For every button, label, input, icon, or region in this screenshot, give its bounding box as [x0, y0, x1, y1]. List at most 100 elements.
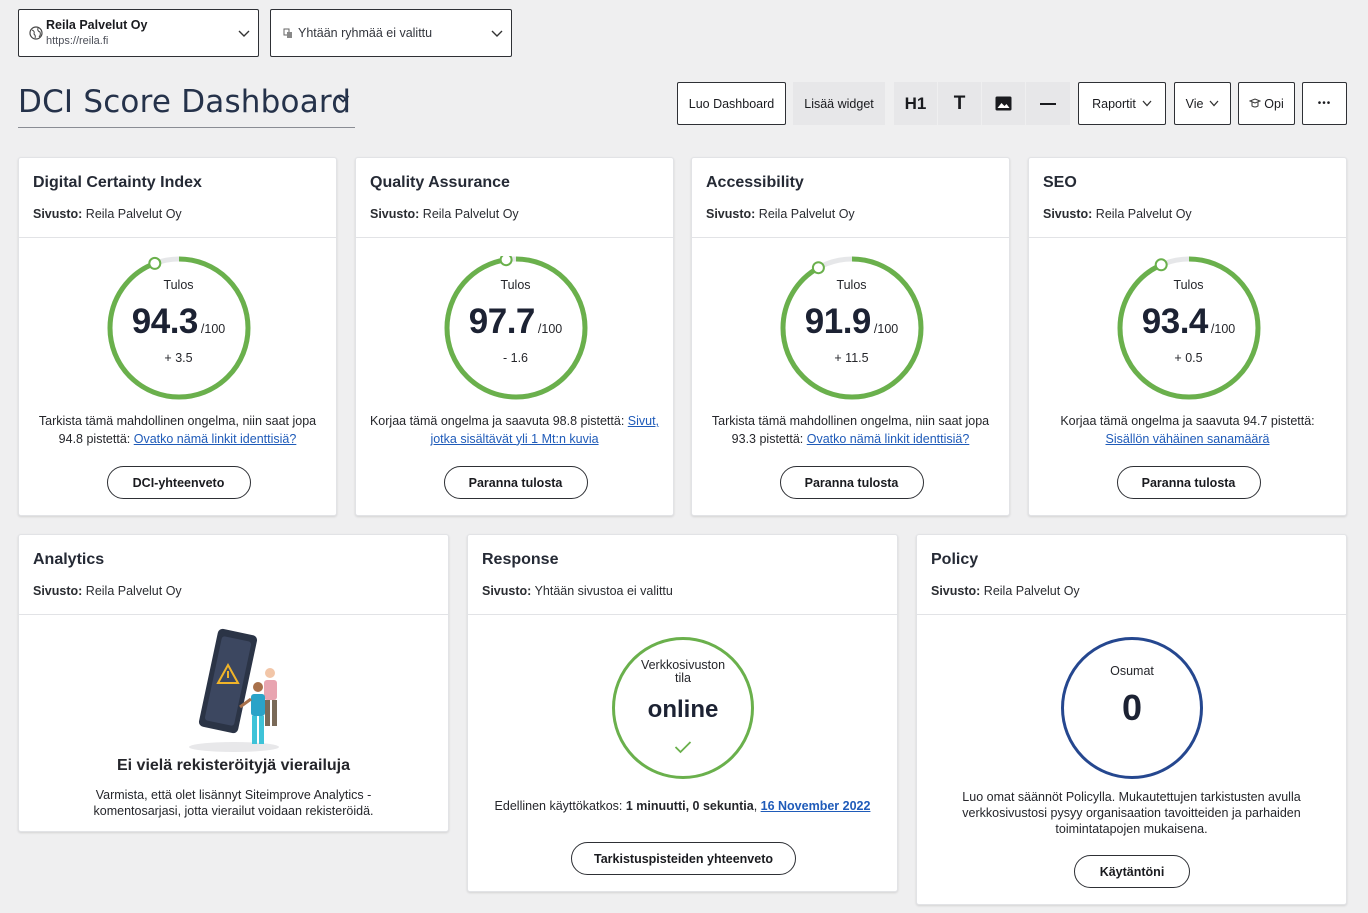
- group-icon: [283, 28, 292, 38]
- hint-link[interactable]: Sivut, jotka sisältävät yli 1 Mt:n kuvia: [430, 414, 660, 446]
- card-site: Sivusto: Reila Palvelut Oy: [1043, 207, 1192, 221]
- score-value-row: 94.3/100: [107, 302, 251, 342]
- add-text-button[interactable]: T: [938, 82, 981, 125]
- site-value: Reila Palvelut Oy: [85, 584, 182, 598]
- button-label: DCI-yhteenveto: [132, 475, 225, 490]
- score-card: Digital Certainty Index Sivusto: Reila P…: [18, 157, 337, 516]
- site-name: Reila Palvelut Oy: [46, 18, 148, 32]
- score-ring: [107, 256, 250, 400]
- divider-icon: [1040, 102, 1056, 105]
- score-max: /100: [1210, 322, 1236, 336]
- card-site: Sivusto: Reila Palvelut Oy: [33, 584, 182, 598]
- hits-label: Osumat: [1110, 664, 1154, 678]
- card-header: Response Sivusto: Yhtään sivustoa ei val…: [468, 535, 897, 615]
- site-value: Reila Palvelut Oy: [983, 584, 1080, 598]
- improvement-hint: Korjaa tämä ongelma ja saavuta 98.8 pist…: [366, 413, 663, 448]
- site-label: Sivusto:: [931, 584, 981, 598]
- button-label: Käytäntöni: [1099, 864, 1165, 879]
- score-value: 93.4: [1141, 302, 1209, 341]
- site-label: Sivusto:: [370, 207, 420, 221]
- card-header: Accessibility Sivusto: Reila Palvelut Oy: [692, 158, 1009, 238]
- downtime-date-link[interactable]: 16 November 2022: [760, 799, 871, 813]
- checkpoints-summary-button[interactable]: Tarkistuspisteiden yhteenveto: [571, 842, 796, 875]
- card-site: Sivusto: Reila Palvelut Oy: [370, 207, 519, 221]
- my-policies-button[interactable]: Käytäntöni: [1074, 855, 1190, 888]
- status-value: online: [647, 696, 719, 723]
- response-card: Response Sivusto: Yhtään sivustoa ei val…: [467, 534, 898, 892]
- score-max: /100: [200, 322, 226, 336]
- policy-description: Luo omat säännöt Policylla. Mukautettuje…: [962, 790, 1301, 836]
- dashboard-title-selector[interactable]: DCI Score Dashboard: [18, 82, 355, 128]
- add-image-button[interactable]: [982, 82, 1025, 125]
- site-value: Yhtään sivustoa ei valittu: [534, 584, 673, 598]
- hint-text: Korjaa tämä ongelma ja saavuta 94.7 pist…: [1060, 414, 1315, 428]
- improve-score-button[interactable]: Paranna tulosta: [443, 466, 588, 499]
- button-label: Paranna tulosta: [468, 475, 563, 490]
- add-heading-button[interactable]: H1: [894, 82, 937, 125]
- analytics-empty-illustration: [189, 628, 279, 752]
- site-label: Sivusto:: [33, 207, 83, 221]
- improve-score-button[interactable]: Paranna tulosta: [1116, 466, 1261, 499]
- site-value: Reila Palvelut Oy: [85, 207, 182, 221]
- score-gauge: Tulos 93.4/100 + 0.5: [1117, 256, 1261, 400]
- add-divider-button[interactable]: [1026, 82, 1070, 125]
- export-label: Vie: [1185, 96, 1204, 111]
- score-marker: [147, 256, 161, 270]
- learn-label: Opi: [1264, 96, 1284, 111]
- website-status-gauge: Verkkosivuston tila online: [612, 637, 754, 779]
- card-site: Sivusto: Reila Palvelut Oy: [931, 584, 1080, 598]
- site-value: Reila Palvelut Oy: [758, 207, 855, 221]
- checkmark-icon: [674, 741, 692, 754]
- group-selector[interactable]: Yhtään ryhmää ei valittu: [270, 9, 512, 57]
- score-delta: + 11.5: [834, 351, 869, 365]
- improvement-hint: Korjaa tämä ongelma ja saavuta 94.7 pist…: [1039, 413, 1336, 448]
- card-title: SEO: [1043, 174, 1077, 191]
- downtime-prefix: Edellinen käyttökatkos:: [494, 799, 626, 813]
- card-site: Sivusto: Yhtään sivustoa ei valittu: [482, 584, 673, 598]
- hits-value: 0: [1121, 687, 1143, 728]
- add-widget-button[interactable]: Lisää widget: [793, 82, 885, 125]
- score-marker: [499, 256, 513, 267]
- learn-button[interactable]: Opi: [1238, 82, 1295, 125]
- score-value-row: 93.4/100: [1117, 302, 1261, 342]
- more-options-button[interactable]: •••: [1302, 82, 1347, 125]
- more-icon: •••: [1317, 98, 1332, 109]
- downtime-separator: ,: [753, 799, 761, 813]
- score-gauge: Tulos 94.3/100 + 3.5: [107, 256, 251, 400]
- score-value: 97.7: [468, 302, 536, 341]
- add-widget-label: Lisää widget: [804, 96, 874, 111]
- improve-score-button[interactable]: DCI-yhteenveto: [106, 466, 251, 499]
- graduation-cap-icon: [1249, 98, 1262, 108]
- chevron-down-icon: [1142, 100, 1152, 107]
- card-site: Sivusto: Reila Palvelut Oy: [706, 207, 855, 221]
- score-max: /100: [537, 322, 563, 336]
- chevron-down-icon: [1209, 100, 1219, 107]
- create-dashboard-label: Luo Dashboard: [688, 96, 775, 111]
- card-title: Quality Assurance: [370, 174, 510, 191]
- hint-link[interactable]: Ovatko nämä linkit identtisiä?: [806, 431, 970, 446]
- policy-hits-gauge: Osumat 0: [1061, 637, 1203, 779]
- create-dashboard-button[interactable]: Luo Dashboard: [677, 82, 786, 125]
- card-title: Accessibility: [706, 174, 804, 191]
- improve-score-button[interactable]: Paranna tulosta: [779, 466, 924, 499]
- score-ring: [1117, 256, 1260, 400]
- score-value: 94.3: [131, 302, 199, 341]
- button-label: Paranna tulosta: [804, 475, 899, 490]
- site-label: Sivusto:: [33, 584, 83, 598]
- site-label: Sivusto:: [1043, 207, 1093, 221]
- image-icon: [995, 96, 1012, 111]
- page-title: DCI Score Dashboard: [18, 84, 352, 120]
- site-value: Reila Palvelut Oy: [422, 207, 519, 221]
- hint-link[interactable]: Sisällön vähäinen sanamäärä: [1105, 431, 1270, 446]
- card-header: SEO Sivusto: Reila Palvelut Oy: [1029, 158, 1346, 238]
- site-url: https://reila.fi: [46, 35, 109, 47]
- site-selector[interactable]: Reila Palvelut Oy https://reila.fi: [18, 9, 259, 57]
- score-value-row: 91.9/100: [780, 302, 924, 342]
- export-dropdown[interactable]: Vie: [1174, 82, 1231, 125]
- hint-link[interactable]: Ovatko nämä linkit identtisiä?: [133, 431, 297, 446]
- group-selector-value: Yhtään ryhmää ei valittu: [298, 26, 433, 40]
- score-card: SEO Sivusto: Reila Palvelut Oy Tulos 93.…: [1028, 157, 1347, 516]
- improvement-hint: Tarkista tämä mahdollinen ongelma, niin …: [29, 413, 326, 448]
- improvement-hint: Tarkista tämä mahdollinen ongelma, niin …: [702, 413, 999, 448]
- reports-dropdown[interactable]: Raportit: [1078, 82, 1166, 125]
